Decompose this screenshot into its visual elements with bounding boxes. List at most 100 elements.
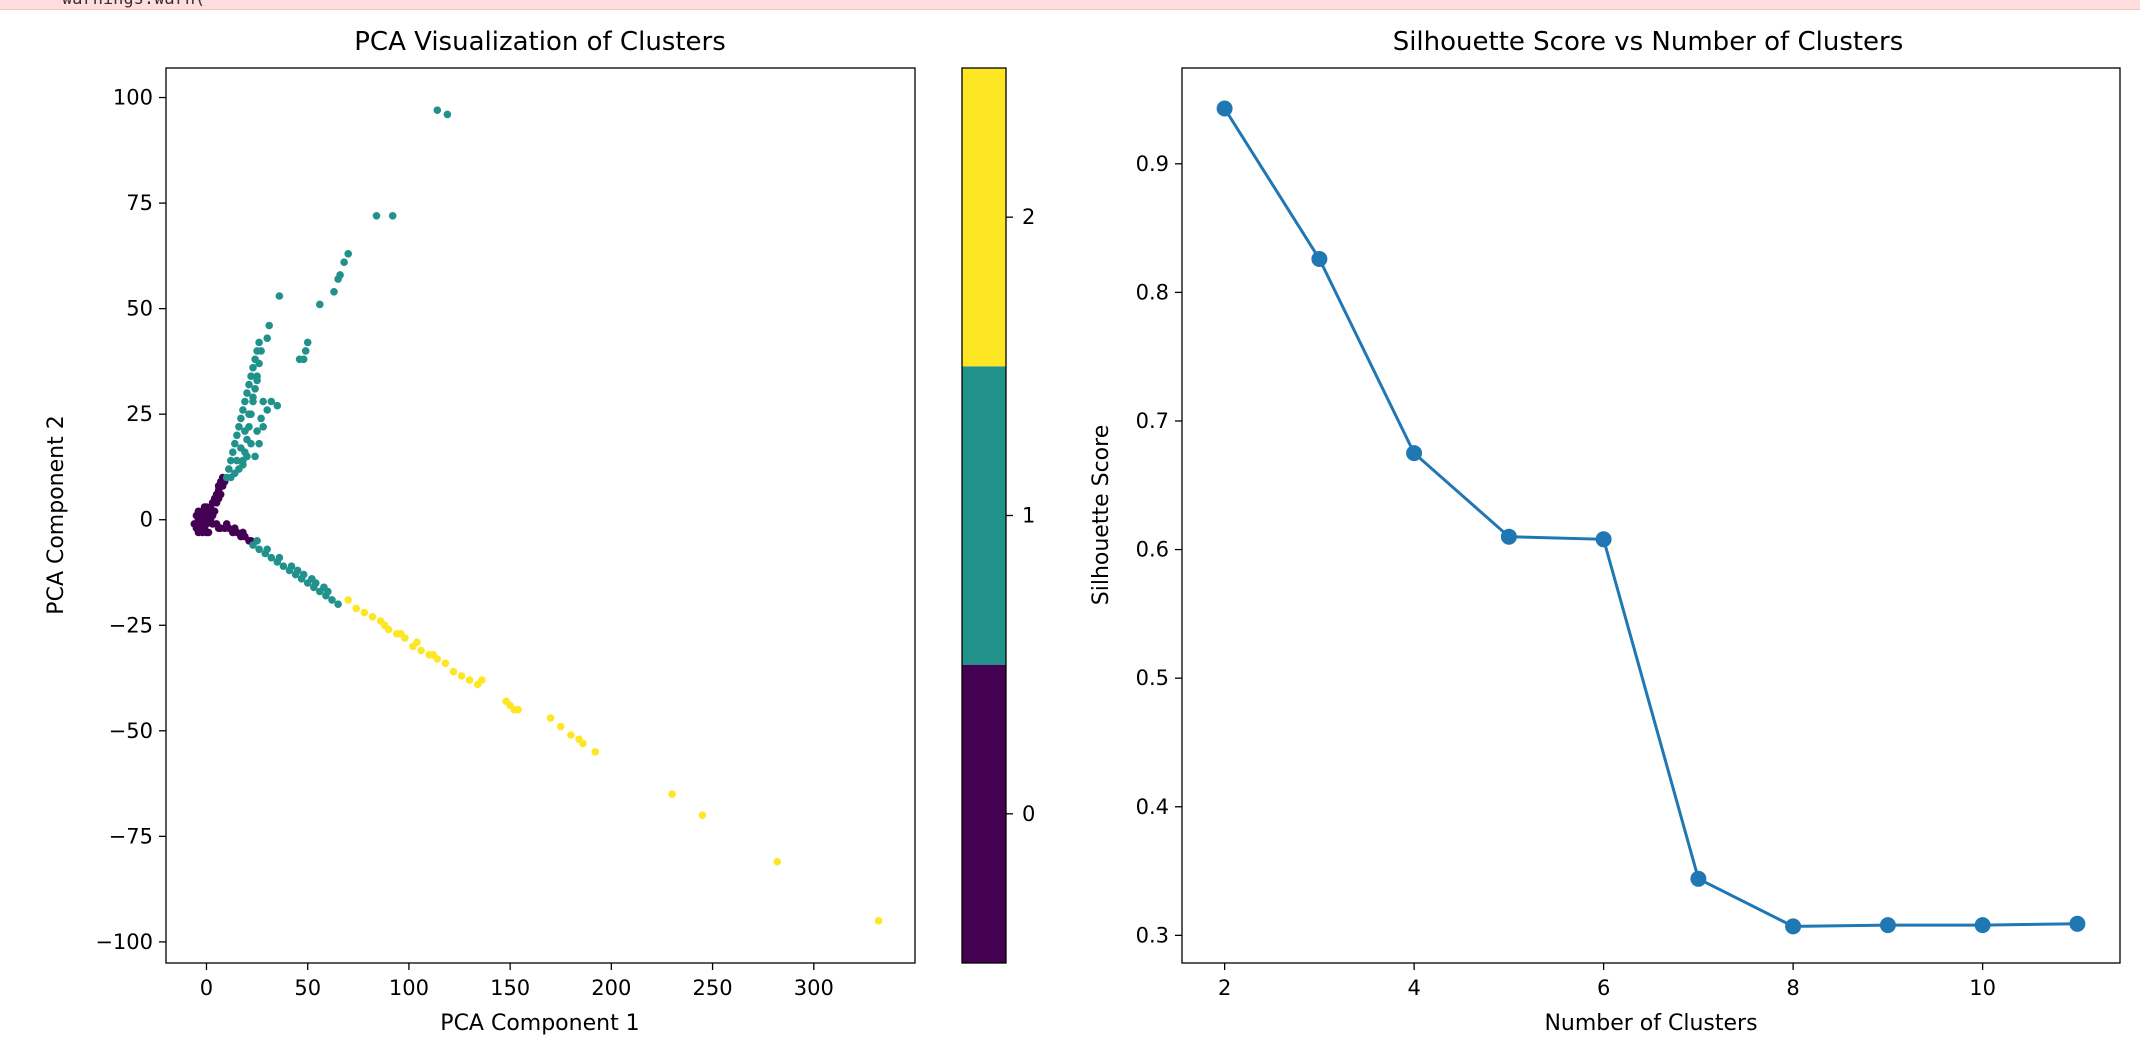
pca-point-cluster-2	[591, 748, 599, 756]
pca-point-cluster-1	[372, 212, 381, 220]
colorbar-tick-label: 1	[1022, 504, 1035, 528]
pca-point-cluster-1	[259, 397, 268, 406]
colorbar-segments	[962, 68, 1006, 963]
pca-point-cluster-1	[273, 401, 282, 410]
colorbar-ticks: 0 1 2	[1006, 205, 1035, 826]
pca-point-cluster-1	[263, 545, 272, 554]
pca-point-cluster-1	[239, 406, 247, 414]
pca-point-cluster-2	[579, 739, 587, 748]
silhouette-point	[1311, 251, 1328, 267]
pca-point-cluster-1	[225, 465, 233, 473]
colorbar-segment-1	[962, 366, 1006, 665]
pca-point-cluster-2	[546, 714, 555, 722]
pca-point-cluster-2	[457, 672, 466, 680]
silhouette-x-tick-label: 4	[1407, 976, 1420, 1000]
pca-point-cluster-1	[253, 537, 261, 545]
pca-y-tick-label: −100	[95, 930, 153, 954]
pca-y-tick-label: −75	[109, 824, 153, 848]
silhouette-x-tick-label: 6	[1597, 976, 1610, 1000]
pca-point-cluster-1	[299, 570, 308, 579]
silhouette-line-chart: Silhouette Score vs Number of Clusters 2…	[1089, 27, 2121, 1036]
pca-point-cluster-2	[502, 697, 510, 706]
pca-point-cluster-1	[235, 423, 243, 431]
pca-point-cluster-1	[257, 347, 265, 355]
silhouette-y-tick-label: 0.4	[1136, 795, 1169, 819]
pca-x-tick-label: 100	[389, 976, 429, 1000]
pca-point-cluster-1	[293, 566, 302, 575]
pca-point-cluster-2	[449, 667, 458, 676]
pca-point-cluster-2	[380, 621, 389, 630]
pca-point-cluster-2	[441, 659, 450, 668]
pca-point-cluster-2	[478, 676, 486, 684]
pca-point-cluster-2	[567, 731, 575, 739]
pca-point-cluster-1	[334, 600, 342, 608]
pca-point-cluster-2	[352, 604, 361, 613]
colorbar-segment-0	[962, 664, 1006, 963]
pca-point-cluster-2	[874, 917, 883, 925]
pca-y-tick-label: 75	[126, 191, 153, 215]
pca-point-cluster-1	[267, 553, 276, 562]
pca-point-cluster-1	[227, 473, 235, 482]
pca-point-cluster-0	[190, 520, 199, 528]
silhouette-y-ticks: 0.3 0.4 0.5 0.6 0.7 0.8 0.9	[1136, 152, 1182, 947]
pca-point-cluster-1	[295, 355, 304, 364]
colorbar-segment-2	[962, 68, 1006, 367]
silhouette-point	[1879, 917, 1896, 934]
pca-point-cluster-2	[344, 596, 353, 604]
pca-y-tick-label: −25	[109, 613, 153, 637]
pca-point-cluster-1	[249, 363, 257, 372]
pca-point-cluster-2	[360, 608, 369, 617]
pca-point-cluster-1	[257, 414, 265, 423]
pca-point-cluster-1	[340, 258, 348, 267]
pca-point-cluster-1	[245, 380, 253, 389]
pca-point-cluster-1	[320, 583, 328, 592]
pca-point-cluster-2	[514, 705, 522, 714]
colorbar-tick-label: 0	[1022, 802, 1035, 826]
silhouette-line	[1223, 107, 2078, 928]
pca-point-cluster-2	[556, 722, 565, 731]
pca-point-cluster-1	[227, 456, 235, 465]
pca-point-cluster-2	[465, 676, 474, 684]
pca-point-cluster-1	[253, 376, 261, 385]
pca-point-cluster-1	[233, 456, 241, 465]
pca-x-axis-label: PCA Component 1	[440, 1011, 639, 1036]
silhouette-x-ticks: 2 4 6 8 10	[1218, 963, 1996, 1000]
pca-scatter-chart: PCA Visualization of Clusters 0 50 100 150 2…	[44, 27, 916, 1036]
pca-x-ticks: 0 50 100 150 200 250 300	[200, 963, 834, 1000]
silhouette-point	[1406, 445, 1423, 462]
pca-point-cluster-1	[255, 439, 263, 448]
silhouette-x-axis-label: Number of Clusters	[1544, 1011, 1757, 1036]
pca-y-axis-label: PCA Component 2	[44, 415, 69, 614]
pca-point-cluster-2	[413, 638, 421, 646]
silhouette-point	[1690, 870, 1707, 887]
silhouette-y-axis-label: Silhouette Score	[1089, 425, 1114, 605]
pca-x-tick-label: 0	[200, 976, 213, 1000]
pca-point-cluster-1	[241, 397, 249, 406]
pca-point-cluster-0	[214, 524, 223, 532]
pca-point-cluster-1	[251, 452, 259, 461]
pca-point-cluster-0	[239, 528, 247, 537]
pca-point-cluster-1	[287, 562, 296, 570]
warning-text: warnings.warn(	[62, 0, 205, 9]
pca-point-cluster-1	[231, 439, 239, 448]
pca-plot-frame	[165, 67, 916, 964]
pca-point-cluster-1	[241, 427, 249, 435]
pca-point-cluster-1	[243, 389, 251, 397]
pca-point-cluster-0	[222, 520, 231, 528]
silhouette-point	[1595, 531, 1612, 548]
pca-point-cluster-1	[316, 300, 324, 309]
pca-point-cluster-1	[265, 321, 274, 330]
pca-x-tick-label: 150	[490, 976, 530, 1000]
silhouette-y-tick-label: 0.6	[1136, 538, 1169, 562]
silhouette-point	[1500, 528, 1517, 545]
pca-point-cluster-1	[247, 439, 255, 448]
pca-point-cluster-1	[344, 250, 353, 258]
silhouette-point	[2069, 915, 2086, 932]
silhouette-y-tick-label: 0.5	[1136, 666, 1169, 690]
pca-point-cluster-1	[239, 461, 247, 469]
pca-point-cluster-1	[237, 414, 245, 423]
pca-point-cluster-1	[237, 444, 245, 452]
silhouette-y-tick-label: 0.3	[1136, 923, 1169, 947]
pca-point-cluster-2	[668, 790, 676, 798]
